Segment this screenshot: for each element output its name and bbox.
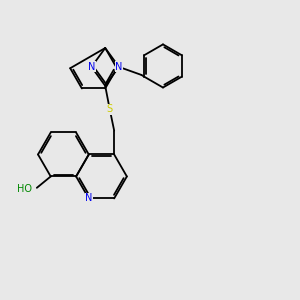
Text: N: N <box>85 194 92 203</box>
Text: HO: HO <box>17 184 32 194</box>
Text: N: N <box>115 62 123 72</box>
Text: N: N <box>88 62 95 72</box>
Text: S: S <box>106 104 113 114</box>
